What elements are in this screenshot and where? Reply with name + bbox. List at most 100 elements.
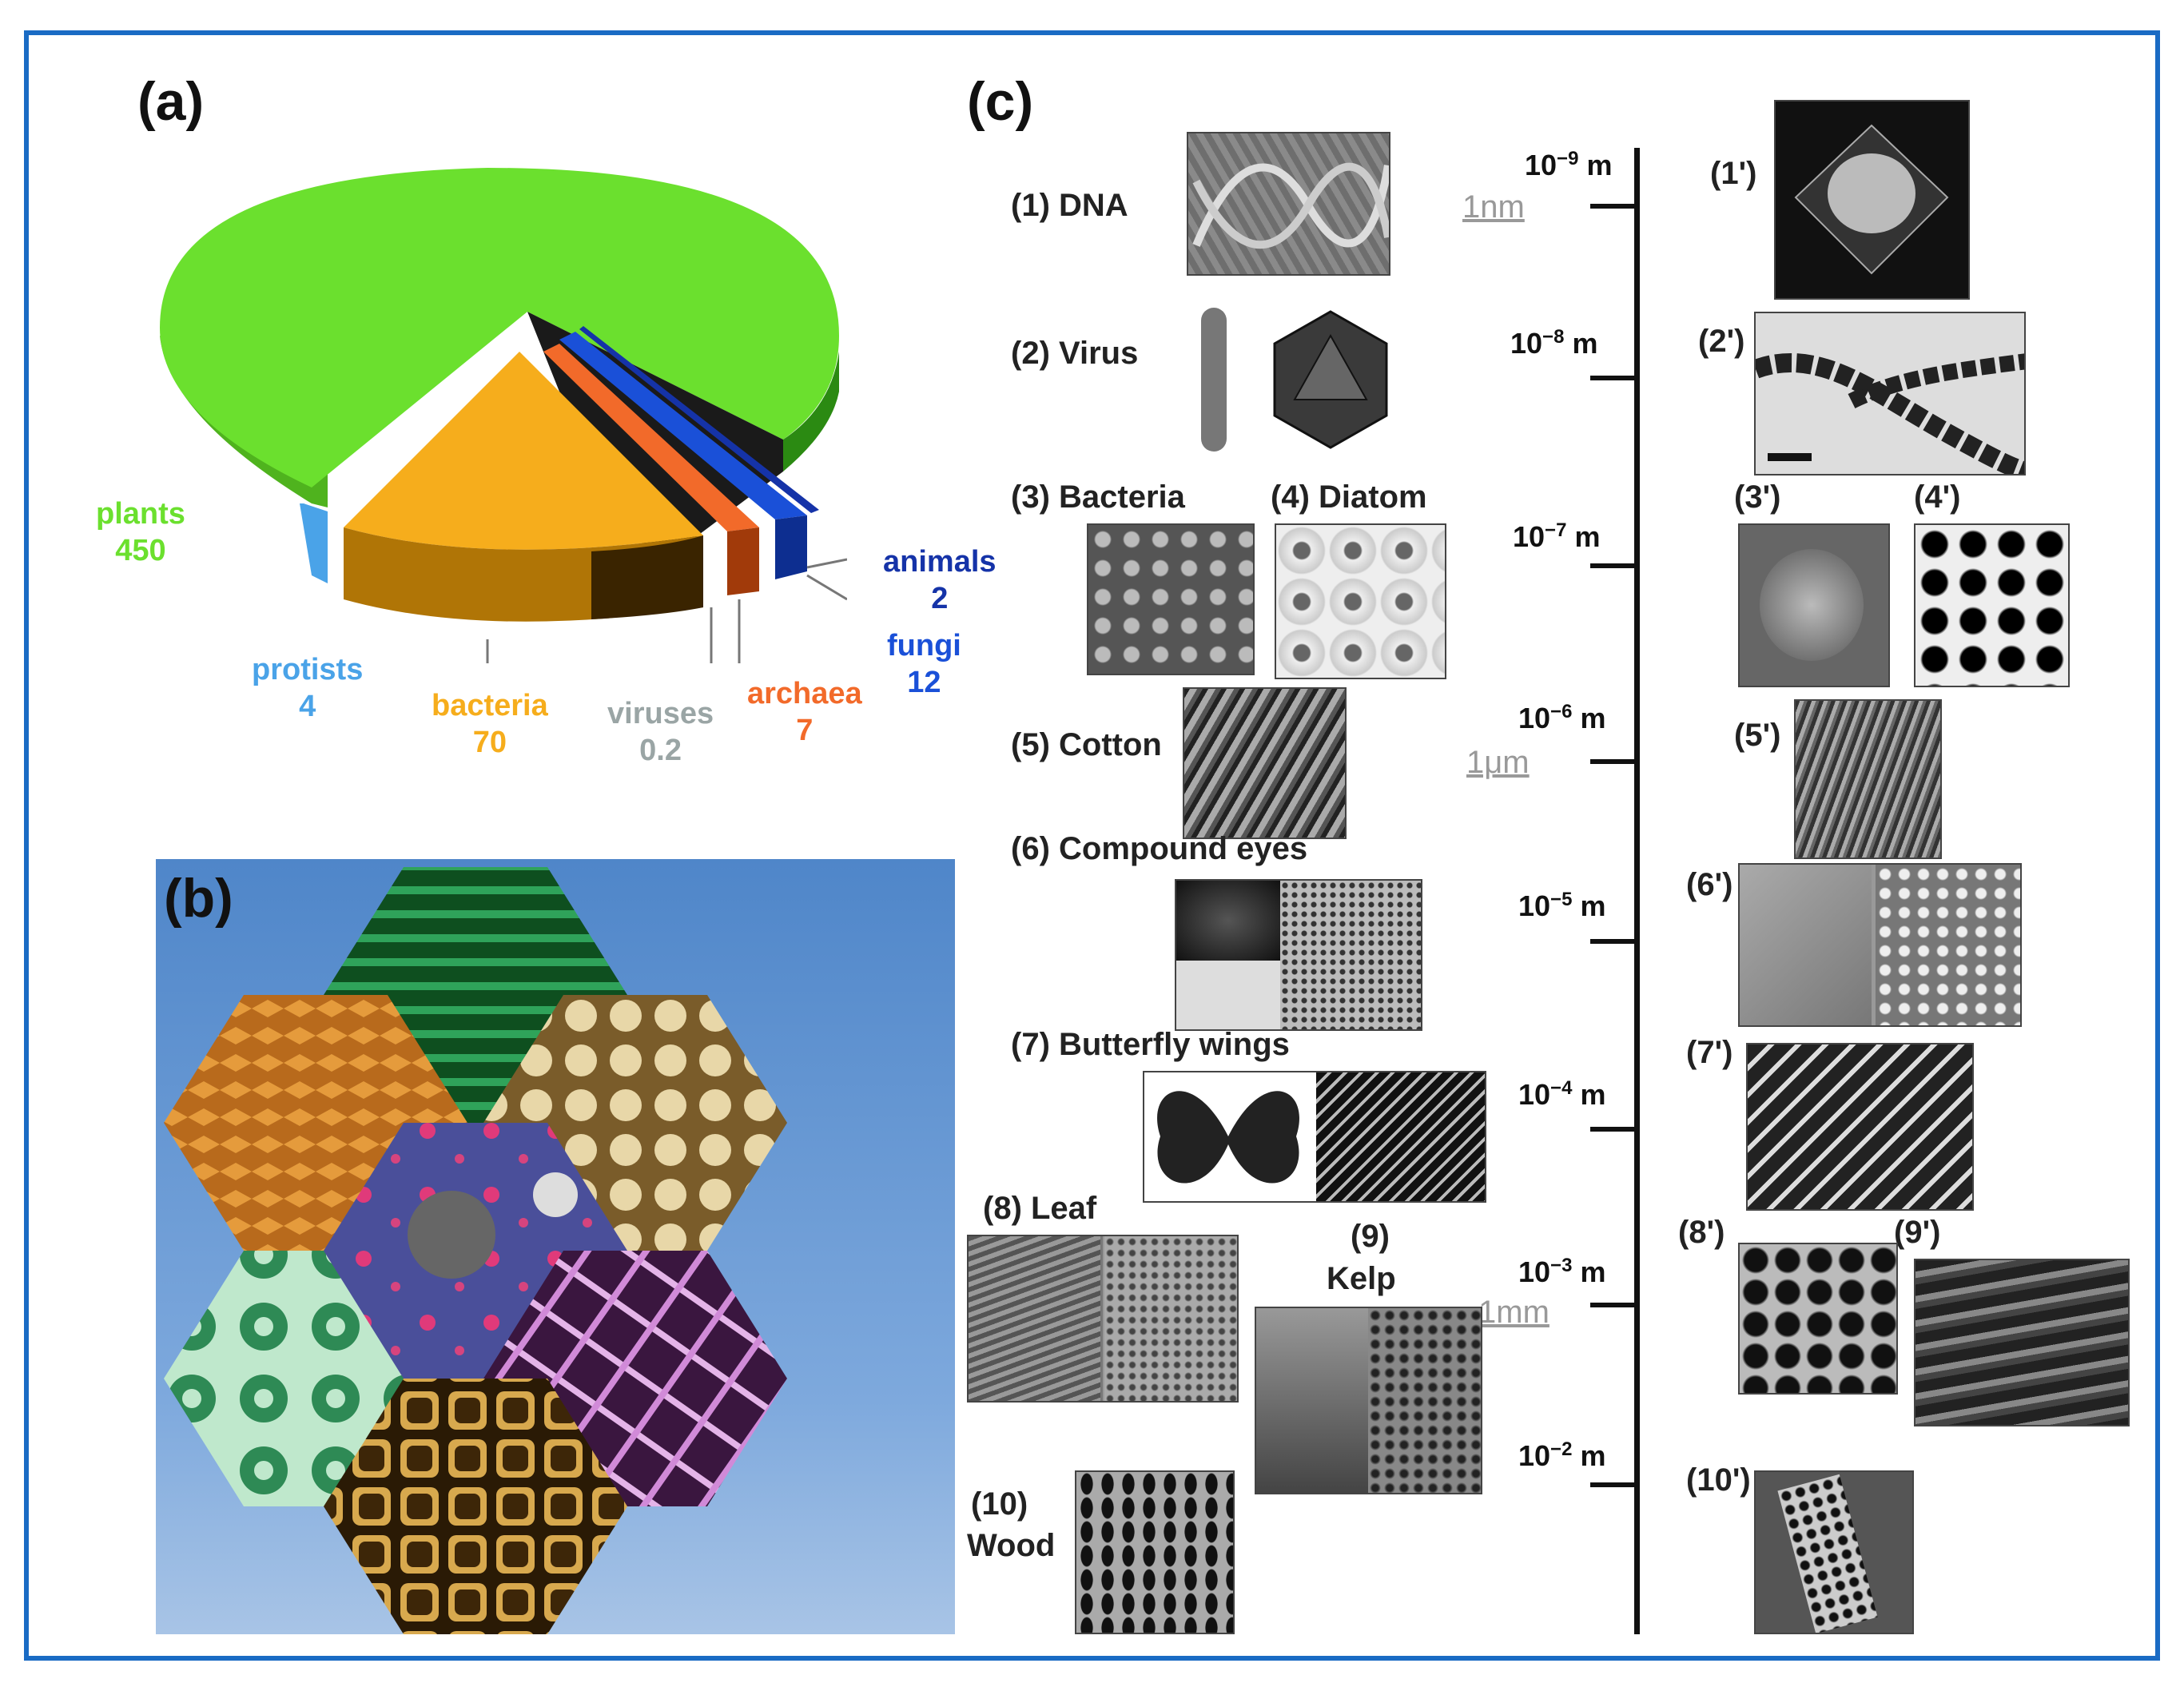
image-micro-1 [1774,100,1970,300]
scale-label-e2: 10−2 m [1518,1438,1606,1472]
scale-label-e3: 10−3 m [1518,1255,1606,1288]
micro-6-dots [1876,865,2020,1025]
image-micro-8 [1738,1243,1898,1395]
image-micro-5 [1794,699,1942,859]
hexagon-wood [324,1379,627,1634]
virus-icons [1201,308,1388,452]
pie-slice-fungi [559,332,807,519]
image-dna [1187,132,1390,276]
scale-label-e4: 10−4 m [1518,1077,1606,1111]
scale-unit-e9: m [1586,149,1613,181]
label-compound-eyes: (6) Compound eyes [1011,831,1308,866]
label-leaf: (8) Leaf [983,1191,1097,1226]
micro-3-particle [1760,549,1864,661]
pie-label-viruses-value: 0.2 [639,734,682,767]
label-micro-1: (1') [1710,156,1757,191]
label-dna: (1) DNA [1011,188,1128,223]
image-cotton [1183,687,1347,839]
figure-frame [24,30,2160,1661]
scale-exp-e9: −9 [1557,148,1579,169]
panel-label-c: (c) [967,71,1034,132]
scale-exp-e2: −2 [1550,1438,1573,1460]
label-wood: Wood [967,1528,1056,1563]
image-compound-eyes [1175,879,1422,1031]
scale-exp-e6: −6 [1550,701,1573,722]
scale-unit-e5: m [1580,889,1606,922]
scale-axis [1634,148,1640,1634]
pie-label-animals: animals 2 [883,543,997,617]
pie-label-protists: protists 4 [252,651,363,725]
scale-unit-e3: m [1580,1255,1606,1288]
pie-label-protists-value: 4 [299,690,316,723]
image-micro-9 [1914,1259,2130,1426]
label-micro-5: (5') [1734,718,1781,753]
compound-eye-sem [1280,881,1421,1029]
image-kelp [1255,1307,1482,1494]
pie-label-archaea-value: 7 [796,714,814,747]
pie-label-animals-name: animals [883,545,997,579]
scale-unit-e7: m [1574,520,1601,553]
scale-tick-e8 [1590,376,1638,380]
butterfly-icon [1157,1091,1299,1184]
label-cotton: (5) Cotton [1011,727,1162,762]
image-micro-6 [1738,863,2022,1027]
scale-label-e7: 10−7 m [1513,519,1601,553]
pie-label-protists-name: protists [252,653,364,686]
pie-label-archaea-name: archaea [747,677,862,710]
butterfly-sem [1316,1072,1485,1201]
scale-unit-e4: m [1580,1078,1606,1111]
pie-slice-animals [579,326,819,513]
label-kelp-number: (9) [1351,1219,1390,1254]
scale-tick-e5 [1590,939,1638,944]
scale-unit-e6: m [1580,702,1606,734]
image-micro-7 [1746,1043,1974,1211]
micro-6-hex [1740,865,1872,1025]
label-micro-2: (2') [1698,324,1745,359]
scale-label-e9: 10−9 m [1525,148,1613,181]
pie-label-plants-name: plants [96,497,185,531]
compound-eye-photo [1176,881,1280,961]
scale-unit-nm: 1nm [1462,189,1525,225]
panel-label-a: (a) [137,71,205,132]
label-micro-8: (8') [1678,1215,1725,1250]
scale-label-e5: 10−5 m [1518,889,1606,922]
scale-label-e8: 10−8 m [1510,326,1598,360]
label-micro-6: (6') [1686,867,1733,902]
pie-label-fungi-value: 12 [907,666,941,699]
image-micro-4 [1914,523,2070,687]
scale-exp-e4: −4 [1550,1077,1573,1099]
scale-label-e6: 10−6 m [1518,701,1606,734]
pie-label-bacteria: bacteria 70 [432,687,548,761]
scale-exp-e3: −3 [1550,1255,1573,1276]
label-virus: (2) Virus [1011,336,1139,371]
pie-slice-plants [160,168,839,487]
leaf-sem [1104,1236,1237,1401]
pie-label-fungi: fungi 12 [887,627,961,701]
pie-label-viruses-name: viruses [607,697,714,730]
image-wood [1075,1470,1235,1634]
image-micro-3 [1738,523,1890,687]
label-bacteria: (3) Bacteria [1011,479,1185,515]
pie-label-fungi-name: fungi [887,629,961,662]
image-micro-10 [1754,1470,1914,1634]
hexagon-mosaic [164,867,787,1634]
scale-tick-1mm [1590,1303,1638,1307]
wood-sem [1076,1472,1233,1633]
dna-helix-icon [1192,162,1389,249]
image-micro-2 [1754,312,2026,475]
micro-10-wood-cells [1777,1474,1878,1633]
label-micro-3: (3') [1734,479,1781,515]
pie-label-viruses: viruses 0.2 [607,695,714,769]
kelp-sem [1368,1308,1481,1493]
scale-exp-e7: −7 [1545,519,1567,541]
scale-unit-e8: m [1572,327,1598,360]
scale-exp-e8: −8 [1542,326,1565,348]
pie-slice-protists [300,503,328,583]
leaf-photo [969,1236,1100,1401]
tem-virus-icon [1756,352,2024,474]
panel-label-b: (b) [164,868,233,929]
label-micro-10: (10') [1686,1462,1751,1498]
scale-tick-1nm [1590,204,1638,209]
scale-tick-e7 [1590,563,1638,568]
scale-exp-e5: −5 [1550,889,1573,910]
